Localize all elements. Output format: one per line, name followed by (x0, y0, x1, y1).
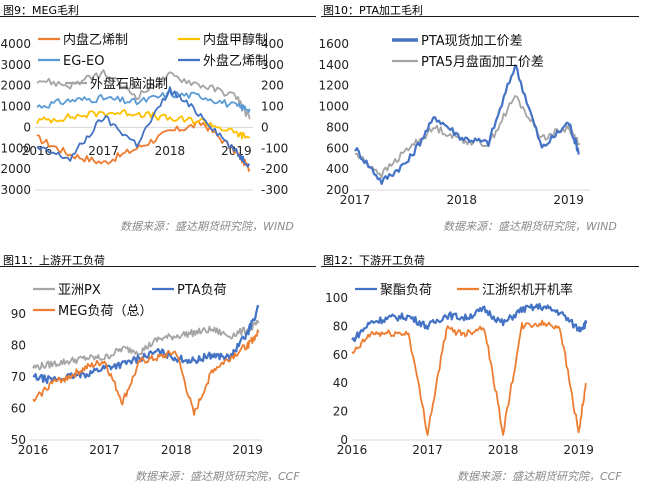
legend-label: 内盘乙烯制 (63, 32, 128, 48)
series-line (351, 302, 588, 343)
source-note: 数据来源：盛达期货研究院，CCF (457, 470, 622, 483)
y-tick-label: 60 (11, 401, 26, 415)
y-tick-label: 2000 (0, 79, 31, 93)
chart-title: 图9：MEG毛利 (3, 4, 79, 17)
y-tick-label-right: 400 (261, 37, 284, 51)
y-tick-label: 0 (340, 433, 348, 447)
series-line (354, 64, 580, 185)
series-line (36, 90, 251, 113)
legend-label: PTA5月盘面加工价差 (421, 54, 544, 70)
x-tick-label: 2019 (232, 443, 263, 457)
x-tick-label: 2019 (553, 193, 584, 207)
y-tick-label-right: 300 (261, 58, 284, 72)
y-tick-label: 50 (11, 433, 26, 447)
x-tick-label: 2016 (18, 443, 49, 457)
y-tick-label: 1000 (0, 100, 31, 114)
y-tick-label: 1400 (318, 58, 349, 72)
chart-title: 图10：PTA加工毛利 (323, 4, 424, 17)
x-tick-label: 2018 (161, 443, 192, 457)
y-tick-label: 80 (11, 338, 26, 352)
y-tick-label-right: -200 (261, 162, 288, 176)
y-tick-label: 1600 (318, 37, 349, 51)
y-tick-label: -2000 (0, 162, 31, 176)
legend-label: MEG负荷（总） (58, 304, 153, 319)
series-line (36, 86, 251, 168)
legend-label: 亚洲PX (58, 283, 101, 298)
x-tick-label: 2018 (155, 144, 186, 158)
x-tick-label: 2017 (89, 443, 120, 457)
y-tick-label: 40 (333, 376, 348, 390)
y-tick-label: 600 (326, 141, 349, 155)
series-line (32, 319, 260, 371)
x-tick-label: 2017 (412, 443, 443, 457)
y-tick-label: 70 (11, 370, 26, 384)
source-note: 数据来源：盛达期货研究院，CCF (135, 470, 300, 483)
y-tick-label-right: 200 (261, 79, 284, 93)
y-tick-label: 80 (333, 319, 348, 333)
legend-label: 外盘乙烯制 (203, 53, 268, 69)
y-tick-label-right: 0 (261, 120, 269, 134)
legend-label: EG-EO (63, 54, 104, 69)
y-tick-label-right: -100 (261, 141, 288, 155)
series-line (32, 329, 260, 416)
y-tick-label: 20 (333, 405, 348, 419)
y-tick-label: 200 (326, 183, 349, 197)
y-tick-label-right: -300 (261, 183, 288, 197)
source-note: 数据来源：盛达期货研究院，WIND (120, 220, 294, 233)
title-rule (321, 266, 639, 267)
x-tick-label: 2016 (337, 443, 368, 457)
source-note: 数据来源：盛达期货研究院，WIND (443, 220, 617, 233)
x-tick-label: 2017 (340, 193, 371, 207)
title-rule (0, 16, 316, 17)
y-tick-label-right: 100 (261, 100, 284, 114)
y-tick-label: 4000 (0, 37, 31, 51)
x-tick-label: 2019 (563, 443, 594, 457)
x-tick-label: 2018 (447, 193, 478, 207)
title-rule (321, 16, 639, 17)
legend-label: 聚酯负荷 (380, 283, 432, 298)
series-line (36, 109, 251, 140)
chart-title: 图12：下游开工负荷 (323, 254, 425, 267)
y-tick-label: 90 (11, 307, 26, 321)
y-tick-label: -1000 (0, 141, 31, 155)
x-tick-label: 2017 (88, 144, 119, 158)
legend-label: 江浙织机开机率 (482, 282, 573, 298)
y-tick-label: 400 (326, 162, 349, 176)
legend-label: PTA现货加工价差 (421, 33, 523, 49)
y-tick-label: 0 (23, 120, 31, 134)
y-tick-label: 100 (325, 291, 348, 305)
legend-label: 外盘石脑油制 (90, 76, 168, 92)
series-line (351, 319, 587, 436)
y-tick-label: 3000 (0, 58, 31, 72)
y-tick-label: 800 (326, 120, 349, 134)
y-tick-label: 1200 (318, 79, 349, 93)
x-tick-label: 2018 (488, 443, 519, 457)
legend-label: PTA负荷 (177, 283, 227, 298)
y-tick-label: 60 (333, 348, 348, 362)
chart-title: 图11：上游开工负荷 (3, 254, 105, 267)
y-tick-label: 1000 (318, 100, 349, 114)
title-rule (0, 266, 316, 267)
legend-label: 内盘甲醇制 (203, 32, 268, 48)
y-tick-label: -3000 (0, 183, 31, 197)
